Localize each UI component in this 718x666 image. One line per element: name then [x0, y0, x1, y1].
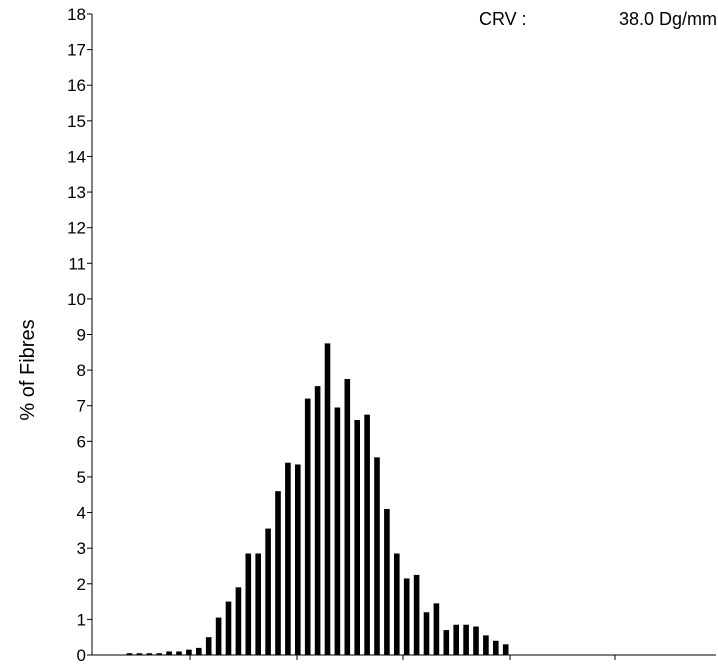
bar	[443, 630, 450, 655]
bar	[275, 491, 281, 655]
y-tick-label: 9	[77, 326, 86, 345]
bar	[156, 653, 162, 655]
y-tick-label: 11	[68, 254, 86, 273]
bar	[354, 419, 360, 655]
crv-annotation-value: 38.0 Dg/mm	[619, 9, 717, 29]
bar	[493, 640, 499, 655]
bar	[255, 553, 261, 655]
bar	[265, 528, 271, 655]
bar	[146, 653, 153, 655]
y-tick-label: 1	[77, 610, 86, 629]
bar	[304, 398, 311, 655]
bar	[433, 603, 440, 655]
bar	[126, 653, 133, 655]
bar	[166, 651, 172, 655]
bar	[314, 386, 321, 655]
y-tick-label: 6	[77, 432, 86, 451]
bar	[364, 414, 370, 656]
bar	[403, 578, 410, 655]
y-tick-label: 17	[67, 41, 86, 60]
bar	[176, 651, 182, 655]
bar	[136, 653, 143, 655]
bar	[473, 626, 479, 655]
y-tick-label: 14	[67, 147, 86, 166]
y-tick-label: 8	[77, 361, 86, 380]
bar	[453, 624, 459, 655]
bar	[324, 343, 331, 655]
y-tick-label: 16	[67, 76, 86, 95]
bar	[205, 637, 212, 655]
bar	[394, 553, 400, 655]
y-tick-label: 15	[67, 112, 86, 131]
y-axis-title: % of Fibres	[17, 319, 39, 420]
y-tick-label: 12	[67, 219, 86, 238]
bar	[285, 462, 291, 655]
y-tick-label: 5	[77, 468, 86, 487]
y-tick-label: 4	[77, 504, 86, 523]
bar	[215, 617, 222, 655]
y-tick-label: 2	[77, 575, 86, 594]
bar	[245, 553, 252, 655]
y-tick-label: 13	[67, 183, 86, 202]
y-tick-label: 18	[67, 5, 86, 24]
y-tick-label: 3	[77, 539, 86, 558]
bar	[235, 587, 242, 655]
bar	[502, 644, 509, 655]
bar	[196, 647, 202, 655]
bar	[374, 457, 380, 655]
bar	[344, 379, 351, 655]
bar	[483, 635, 489, 655]
bar	[384, 508, 390, 655]
bar	[423, 612, 430, 655]
bar	[186, 649, 192, 655]
y-tick-label: 7	[77, 397, 86, 416]
crv-annotation-label: CRV :	[479, 9, 527, 29]
bar	[463, 624, 469, 655]
bar	[295, 464, 301, 655]
bar	[225, 601, 232, 655]
bar	[334, 407, 341, 655]
bars	[126, 343, 509, 656]
y-tick-label: 0	[77, 646, 86, 665]
y-tick-label: 10	[67, 290, 86, 309]
bar	[413, 574, 420, 656]
x-axis	[92, 654, 716, 660]
